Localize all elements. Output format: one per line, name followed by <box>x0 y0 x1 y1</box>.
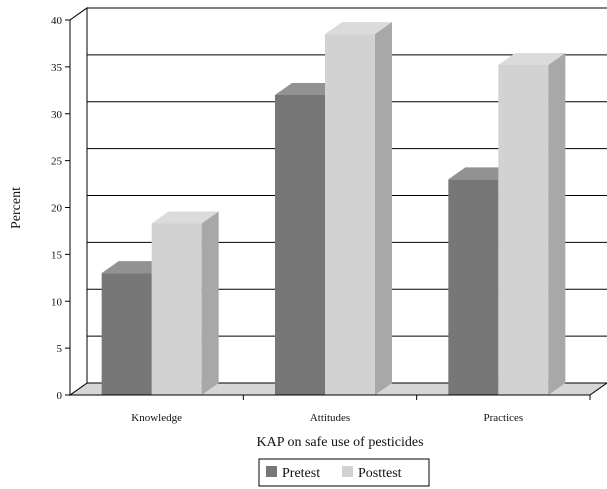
y-tick-labels: 0 5 10 15 20 25 30 35 40 <box>51 15 63 402</box>
x-tick-label-knowledge: Knowledge <box>131 412 182 424</box>
legend-swatch-posttest <box>342 466 353 477</box>
bar-practices-posttest-side <box>548 53 566 395</box>
x-tick-label-attitudes: Attitudes <box>310 412 350 424</box>
y-tick-label: 5 <box>57 343 63 355</box>
axes <box>65 19 591 400</box>
bar-knowledge-pretest-front <box>101 273 152 395</box>
x-tick-label-practices: Practices <box>483 412 523 424</box>
legend-label-pretest: Pretest <box>282 466 320 481</box>
bar-attitudes-pretest-front <box>275 95 325 395</box>
bar-attitudes-posttest <box>325 22 392 395</box>
bar-attitudes-posttest-front <box>325 34 375 395</box>
bar-practices-posttest-front <box>498 65 549 395</box>
gridline <box>69 7 607 21</box>
bar-practices-posttest-top <box>498 53 566 65</box>
bar-attitudes-posttest-side <box>375 22 392 395</box>
x-axis-title: KAP on safe use of pesticides <box>256 435 423 450</box>
bar-practices-pretest-front <box>448 179 499 395</box>
bar-knowledge-posttest <box>151 211 219 395</box>
y-tick-label: 20 <box>51 203 63 215</box>
y-axis-title: Percent <box>9 187 24 229</box>
y-tick-label: 0 <box>57 390 63 402</box>
bar-attitudes-posttest-top <box>325 22 392 35</box>
bar-practices-posttest <box>498 53 566 395</box>
y-tick-label: 35 <box>51 62 63 74</box>
legend-label-posttest: Posttest <box>358 466 402 481</box>
y-tick-label: 10 <box>51 296 63 308</box>
y-tick-label: 15 <box>51 249 63 261</box>
x-tick-labels: Knowledge Attitudes Practices <box>131 412 523 424</box>
bars <box>101 22 566 395</box>
y-tick-label: 30 <box>51 109 63 121</box>
bar-knowledge-posttest-front <box>151 223 202 395</box>
legend-swatch-pretest <box>266 466 277 477</box>
bar-knowledge-posttest-top <box>151 211 219 224</box>
y-tick-label: 40 <box>51 15 63 27</box>
bar-knowledge-posttest-side <box>201 211 219 395</box>
chart-side-wall <box>69 7 88 396</box>
y-tick-label: 25 <box>51 156 63 168</box>
legend: Pretest Posttest <box>258 458 430 487</box>
